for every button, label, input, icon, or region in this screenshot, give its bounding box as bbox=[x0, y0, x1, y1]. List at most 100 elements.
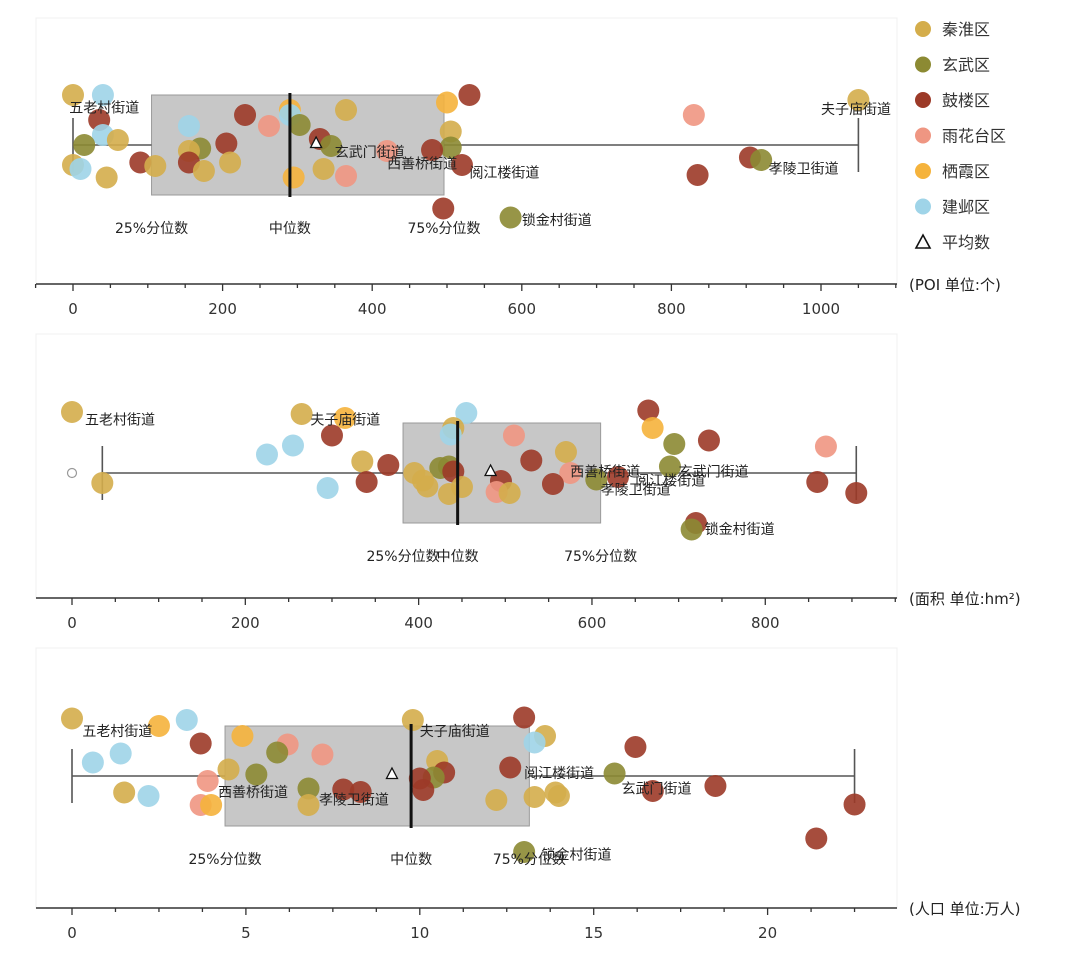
data-point bbox=[847, 89, 870, 111]
legend-label: 鼓楼区 bbox=[942, 91, 990, 110]
data-point bbox=[439, 120, 462, 143]
data-point bbox=[624, 736, 647, 758]
data-point bbox=[335, 165, 358, 187]
data-point bbox=[297, 794, 320, 816]
data-point bbox=[175, 709, 198, 731]
data-point bbox=[437, 483, 460, 505]
data-point bbox=[297, 777, 320, 800]
x-tick-label: 600 bbox=[507, 300, 536, 318]
data-point bbox=[697, 429, 720, 452]
point-annotation: 夫子庙街道 bbox=[310, 413, 380, 429]
data-point bbox=[547, 785, 570, 807]
point-annotation: 阅江楼街道 bbox=[635, 474, 705, 490]
point-annotation: 玄武门街道 bbox=[679, 464, 749, 481]
box-label-median: 中位数 bbox=[390, 852, 432, 868]
data-point bbox=[513, 841, 536, 863]
data-point bbox=[513, 706, 536, 729]
data-point bbox=[91, 84, 114, 106]
x-tick-label: 5 bbox=[241, 924, 251, 942]
data-point bbox=[231, 725, 254, 747]
data-point bbox=[144, 155, 167, 177]
data-point bbox=[147, 715, 170, 737]
data-point bbox=[332, 778, 355, 801]
chart-panel-3: 0 5 10 15 20 (人口 单位:万人) 25%分位数 中位数 75%分位数 五老村街道 夫子… bbox=[35, 647, 1021, 942]
data-point bbox=[416, 475, 439, 498]
data-point bbox=[312, 158, 335, 180]
point-annotation: 孝陵卫街道 bbox=[769, 162, 839, 178]
data-point bbox=[62, 84, 84, 106]
legend-label: 平均数 bbox=[942, 233, 990, 252]
iqr-box bbox=[224, 725, 530, 827]
data-point bbox=[95, 166, 118, 189]
legend-swatch bbox=[915, 163, 931, 179]
data-point bbox=[217, 758, 240, 781]
x-tick-label: 0 bbox=[67, 614, 77, 632]
data-point bbox=[845, 482, 868, 504]
x-tick-label: 0 bbox=[68, 300, 78, 318]
x-tick-label: 10 bbox=[410, 924, 429, 942]
legend-swatch bbox=[915, 92, 931, 108]
x-tick-label: 600 bbox=[578, 614, 607, 632]
point-annotation: 五老村街道 bbox=[69, 101, 139, 117]
data-point bbox=[320, 424, 343, 447]
data-point bbox=[234, 104, 257, 126]
point-annotation: 玄武门街道 bbox=[335, 144, 405, 161]
data-point bbox=[355, 471, 378, 493]
data-point bbox=[680, 518, 703, 541]
data-point bbox=[498, 482, 521, 504]
data-point bbox=[637, 399, 660, 422]
data-point bbox=[281, 434, 304, 457]
data-point bbox=[686, 164, 709, 186]
data-point bbox=[113, 781, 136, 804]
data-point bbox=[499, 206, 522, 229]
box-label-q1: 25%分位数 bbox=[115, 221, 188, 237]
x-tick-label: 200 bbox=[231, 614, 260, 632]
point-annotation: 孝陵卫街道 bbox=[319, 793, 389, 809]
data-point bbox=[412, 779, 435, 801]
legend-swatch bbox=[915, 21, 931, 37]
data-point bbox=[109, 742, 132, 765]
x-tick-label: 1000 bbox=[802, 300, 840, 318]
data-point bbox=[814, 435, 837, 458]
point-annotation: 西善桥街道 bbox=[387, 157, 457, 173]
data-point bbox=[450, 154, 473, 176]
mean-marker bbox=[309, 135, 323, 149]
data-point bbox=[349, 781, 372, 803]
box-label-q1: 25%分位数 bbox=[188, 852, 261, 868]
chart-panel-1: 0 200 400 600 800 1000 (POI 单位:个) 25%分位数 中位数 75%分… bbox=[34, 17, 1001, 318]
data-point bbox=[335, 99, 358, 121]
data-point bbox=[137, 785, 160, 807]
data-point bbox=[73, 134, 96, 156]
data-point bbox=[61, 707, 83, 730]
legend-label: 建邺区 bbox=[942, 198, 990, 217]
data-point bbox=[750, 149, 773, 171]
point-annotation: 五老村街道 bbox=[85, 413, 155, 429]
data-point bbox=[421, 139, 444, 161]
x-tick-label: 15 bbox=[584, 924, 603, 942]
data-point bbox=[401, 709, 424, 731]
data-point bbox=[189, 732, 212, 755]
box-label-median: 中位数 bbox=[437, 549, 479, 565]
box-label-median: 中位数 bbox=[269, 221, 311, 237]
x-tick-label: 800 bbox=[657, 300, 686, 318]
box-label-q1: 25%分位数 bbox=[366, 549, 439, 565]
data-point bbox=[641, 417, 664, 439]
data-point bbox=[200, 794, 223, 816]
unit-label: (人口 单位:万人) bbox=[909, 900, 1021, 918]
data-point bbox=[520, 449, 543, 472]
box-label-q3: 75%分位数 bbox=[407, 221, 480, 237]
data-point bbox=[843, 793, 866, 816]
data-point bbox=[106, 129, 129, 151]
point-annotation: 锁金村街道 bbox=[522, 213, 592, 229]
data-point bbox=[432, 197, 455, 220]
data-point bbox=[257, 115, 280, 137]
point-annotation: 孝陵卫街道 bbox=[601, 483, 671, 499]
legend-swatch bbox=[915, 198, 931, 215]
data-point bbox=[376, 140, 399, 162]
data-point bbox=[81, 751, 104, 774]
data-point bbox=[215, 132, 238, 155]
data-point bbox=[704, 775, 727, 797]
data-point bbox=[606, 466, 629, 488]
